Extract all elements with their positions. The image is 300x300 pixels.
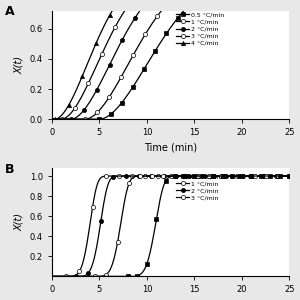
Legend: 0.5 °C/min, 1 °C/min, 2 °C/min, 3 °C/min: 0.5 °C/min, 1 °C/min, 2 °C/min, 3 °C/min	[174, 171, 227, 203]
Legend: 0.5 °C/min, 1 °C/min, 2 °C/min, 3 °C/min, 4 °C/min: 0.5 °C/min, 1 °C/min, 2 °C/min, 3 °C/min…	[174, 10, 227, 49]
Text: B: B	[4, 163, 14, 176]
Text: A: A	[4, 5, 14, 18]
Y-axis label: X(t): X(t)	[14, 213, 24, 231]
X-axis label: Time (min): Time (min)	[144, 143, 197, 153]
Y-axis label: X(t): X(t)	[14, 56, 24, 74]
